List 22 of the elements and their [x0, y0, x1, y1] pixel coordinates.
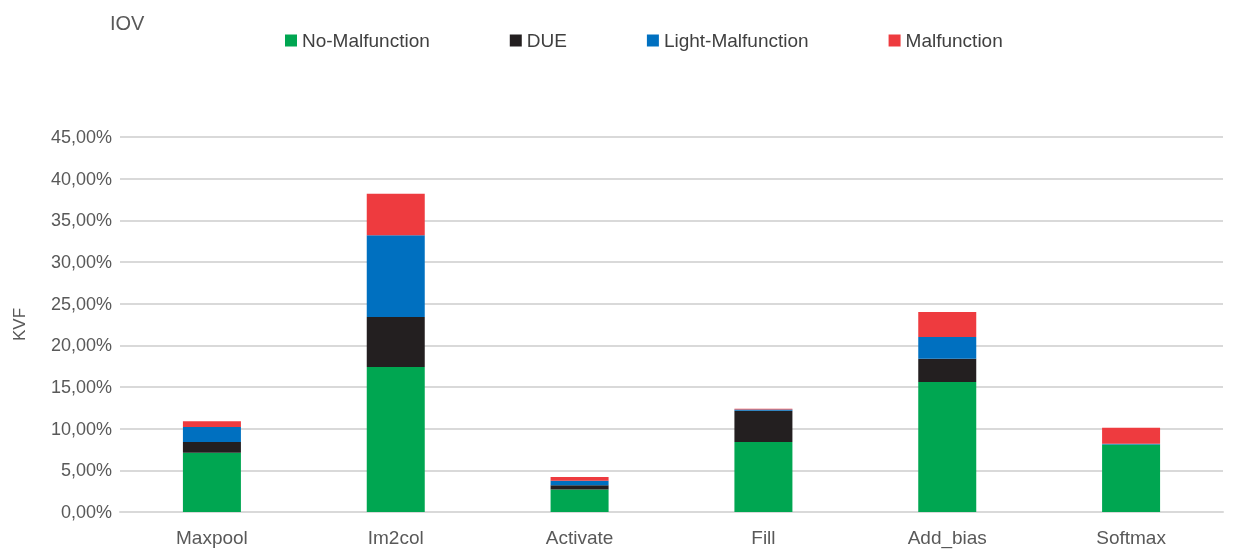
y-axis-title: KVF	[10, 307, 29, 342]
x-tick-label: Fill	[751, 527, 776, 548]
y-tick-label: 25,00%	[50, 293, 112, 314]
x-tick-label: Maxpool	[176, 527, 248, 548]
y-tick-label: 5,00%	[60, 460, 112, 481]
y-tick-label: 0,00%	[60, 502, 112, 522]
chart-title: IOV	[110, 12, 146, 34]
y-tick-label: 15,00%	[50, 377, 112, 397]
y-tick-label: 30,00%	[50, 252, 112, 272]
x-tick-label: Softmax	[1096, 527, 1167, 548]
legend-label: Malfunction	[905, 30, 1003, 51]
legend-label: DUE	[526, 30, 567, 51]
legend-label: No-Malfunction	[302, 30, 430, 51]
legend-label: Light-Malfunction	[663, 30, 809, 51]
x-tick-label: Im2col	[367, 527, 424, 548]
y-tick-label: 35,00%	[50, 210, 112, 231]
y-tick-label: 45,00%	[50, 127, 112, 147]
y-tick-label: 40,00%	[50, 168, 112, 189]
y-tick-label: 10,00%	[50, 418, 112, 439]
x-tick-label: Activate	[545, 527, 614, 548]
y-tick-label: 20,00%	[50, 335, 112, 356]
x-tick-label: Add_bias	[907, 527, 987, 549]
